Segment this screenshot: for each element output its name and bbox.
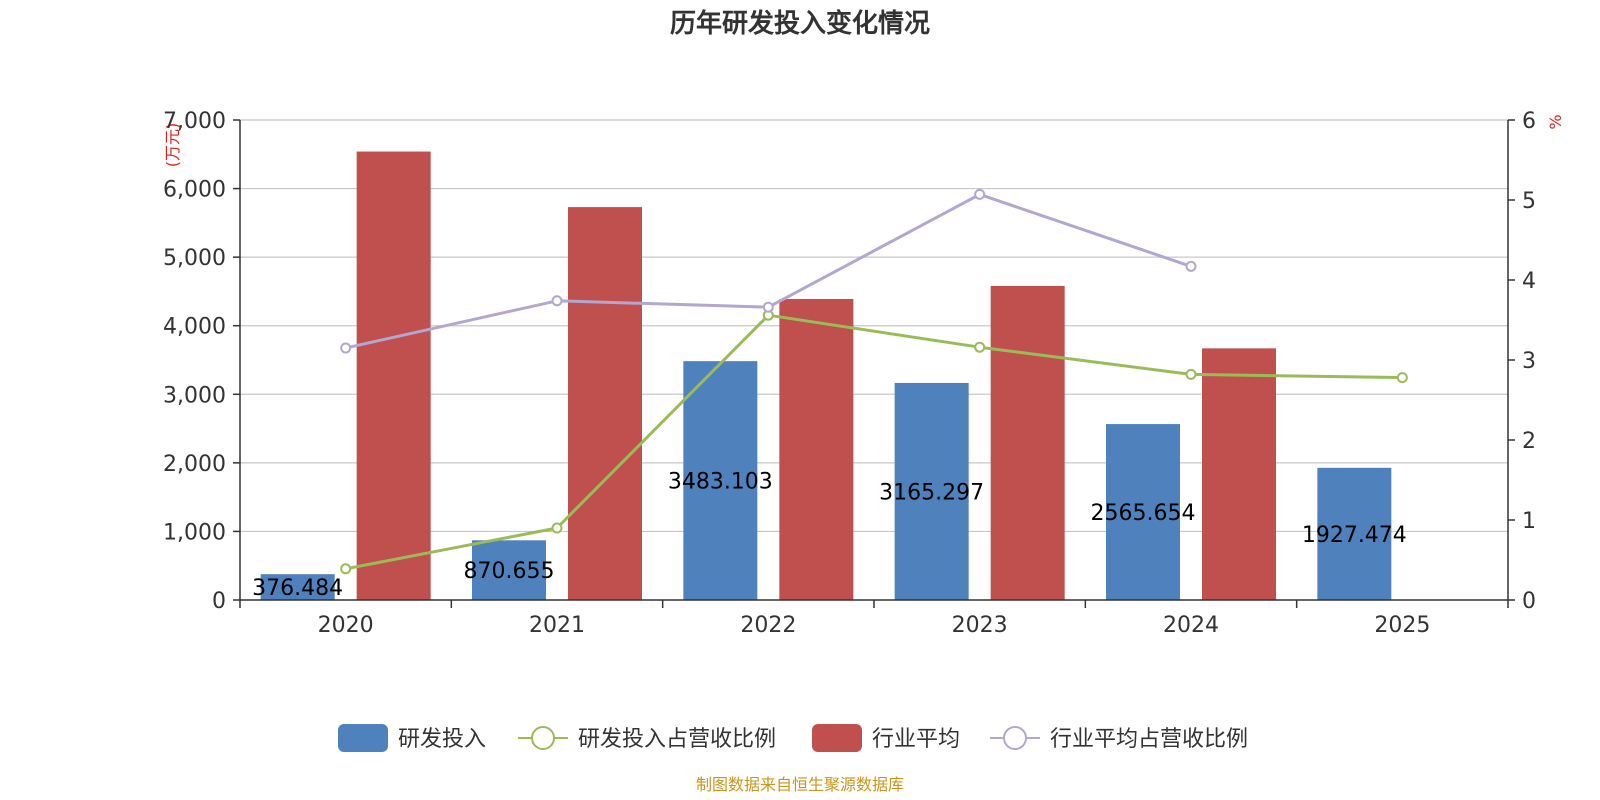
left-axis-tick-label: 7,000 (163, 109, 226, 134)
right-axis-tick-label: 2 (1522, 429, 1536, 454)
line-point (340, 342, 352, 354)
line-point (762, 301, 774, 313)
x-axis-tick-label: 2023 (952, 613, 1008, 638)
left-axis-tick-label: 2,000 (163, 452, 226, 477)
left-axis-unit: (万元) (163, 123, 182, 168)
left-axis-tick-label: 6,000 (163, 178, 226, 203)
bar (779, 298, 854, 600)
left-axis-tick-label: 5,000 (163, 246, 226, 271)
left-axis-tick-label: 4,000 (163, 315, 226, 340)
data-labels: 376.484 870.655 3483.103 3165.297 2565.654 19… (252, 470, 1407, 602)
bars (260, 151, 1392, 601)
right-axis-unit: % (1546, 114, 1565, 129)
right-axis-tick-label: 6 (1522, 109, 1536, 134)
x-axis-tick-label: 2021 (529, 613, 585, 638)
line-point (551, 522, 563, 534)
legend-label: 行业平均占营收比例 (1050, 727, 1248, 752)
series-lines (340, 188, 1408, 575)
bar (1317, 467, 1392, 600)
source-note: 制图数据来自恒生聚源数据库 (696, 775, 904, 794)
series-line (345, 313, 1403, 571)
legend-swatch-marker (1003, 726, 1027, 750)
x-axis-tick-label: 2025 (1374, 613, 1430, 638)
bar (894, 382, 969, 600)
legend-label: 行业平均 (872, 727, 960, 752)
left-axis-tick-label: 3,000 (163, 383, 226, 408)
line-point (974, 188, 986, 200)
legend-label: 研发投入 (398, 727, 486, 752)
data-label: 870.655 (464, 559, 555, 584)
legend-label: 研发投入占营收比例 (578, 727, 776, 752)
bar (472, 540, 546, 600)
bar (260, 574, 335, 600)
data-label: 2565.654 (1091, 501, 1196, 526)
x-axis-tick-label: 2020 (318, 613, 374, 638)
left-axis-tick-label: 1,000 (163, 520, 226, 545)
bar (990, 285, 1065, 600)
right-axis-tick-label: 5 (1522, 189, 1536, 214)
line-point (1396, 372, 1408, 384)
data-label: 3165.297 (879, 480, 984, 505)
bar (568, 207, 642, 601)
x-axis-tick-label: 2024 (1163, 613, 1219, 638)
line-point (974, 341, 986, 353)
gridlines (240, 119, 1508, 533)
bar (1202, 348, 1276, 600)
right-axis-tick-label: 0 (1522, 589, 1536, 614)
legend-swatch (338, 724, 388, 752)
axes: 0 1,000 2,000 3,000 4,000 5,000 6,000 7,000 0 1 2 3… (163, 109, 1536, 638)
legend-swatch (812, 724, 862, 752)
line-point (1185, 260, 1197, 272)
right-axis-tick-label: 4 (1522, 269, 1536, 294)
bar (356, 151, 431, 601)
x-axis-tick-label: 2022 (740, 613, 796, 638)
data-label: 376.484 (252, 576, 343, 601)
line-point (1185, 368, 1197, 380)
right-axis-tick-label: 3 (1522, 349, 1536, 374)
data-label: 1927.474 (1302, 523, 1407, 548)
bar (683, 361, 758, 600)
line-point (551, 295, 563, 307)
right-axis-tick-label: 1 (1522, 509, 1536, 534)
legend-swatch-marker (531, 726, 555, 750)
left-axis-tick-label: 0 (212, 589, 226, 614)
bar (1106, 424, 1180, 600)
data-label: 3483.103 (668, 470, 773, 495)
line-point (340, 563, 352, 575)
legend: 研发投入 研发投入占营收比例 行业平均 行业平均占营收比例 (338, 724, 1248, 752)
chart-title: 历年研发投入变化情况 (670, 8, 930, 39)
